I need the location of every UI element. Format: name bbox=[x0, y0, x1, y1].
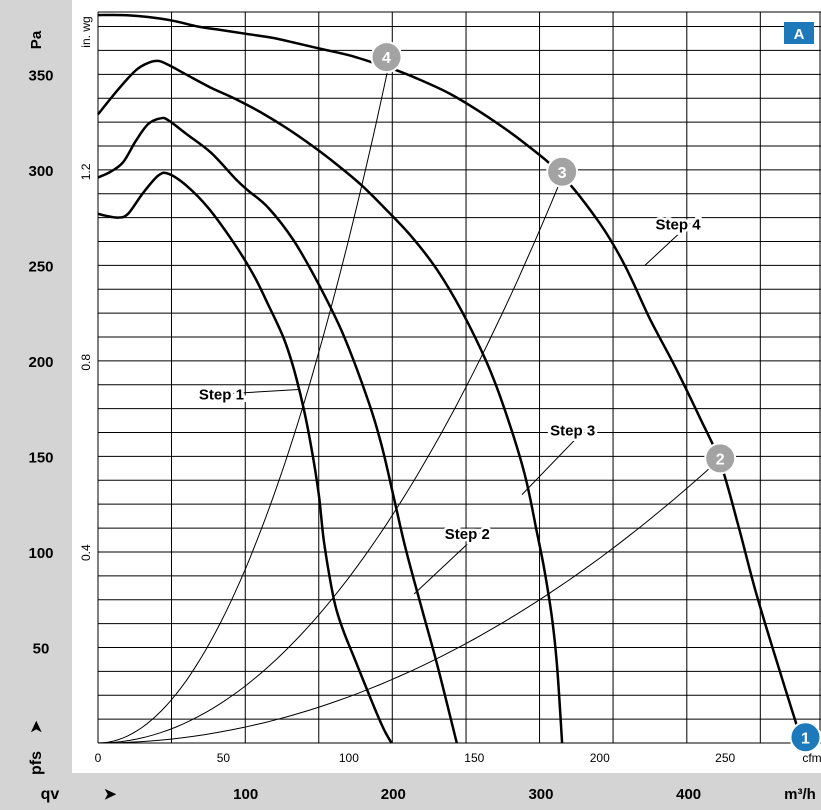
y-tick-label-pa: 100 bbox=[28, 545, 53, 562]
y-tick-label-inwg: 1.2 bbox=[79, 163, 93, 180]
y-axis-symbol: pfs bbox=[28, 751, 45, 775]
fan-curve-step-2 bbox=[97, 116, 459, 744]
left-axis-band bbox=[0, 0, 72, 810]
step-label: Step 1 bbox=[199, 386, 244, 403]
y-unit-pa: Pa bbox=[28, 30, 45, 49]
x-tick-label-cfm: 0 bbox=[95, 751, 102, 765]
operating-point-label: 4 bbox=[382, 50, 391, 67]
fan-curve-step-1 bbox=[97, 171, 393, 744]
panel-label: A bbox=[794, 26, 805, 43]
x-tick-label-cfm: 250 bbox=[715, 751, 735, 765]
step-leader-line bbox=[644, 222, 691, 266]
x-unit-cfm: cfm bbox=[802, 751, 821, 765]
step-leader-line bbox=[521, 429, 586, 495]
system-curve bbox=[97, 170, 566, 744]
x-tick-label-m3h: 100 bbox=[233, 786, 258, 803]
x-axis-symbol: qv bbox=[41, 786, 60, 803]
y-tick-label-pa: 300 bbox=[28, 163, 53, 180]
step-callouts: Step 1 Step 2 Step 3 Step 4 bbox=[196, 214, 704, 595]
step-label: Step 2 bbox=[445, 526, 490, 543]
operating-point-label: 1 bbox=[801, 730, 810, 747]
system-curves bbox=[97, 52, 726, 744]
x-axis-arrow: ➤ bbox=[104, 786, 117, 803]
y-tick-label-pa: 350 bbox=[28, 67, 53, 84]
y-unit-inwg: in. wg bbox=[79, 16, 93, 47]
y-tick-label-pa: 250 bbox=[28, 258, 53, 275]
x-tick-label-cfm: 150 bbox=[464, 751, 484, 765]
x-tick-label-m3h: 300 bbox=[528, 786, 553, 803]
x-tick-label-m3h: 400 bbox=[676, 786, 701, 803]
system-curve bbox=[97, 52, 392, 744]
step-leader-line bbox=[233, 389, 299, 394]
plot-area bbox=[72, 0, 821, 773]
fan-curve-step-3 bbox=[97, 59, 564, 744]
x-tick-label-cfm: 200 bbox=[590, 751, 610, 765]
bottom-axis-band bbox=[0, 773, 821, 810]
x-tick-label-cfm: 100 bbox=[339, 751, 359, 765]
step-label: Step 4 bbox=[656, 216, 702, 233]
operating-point-2 bbox=[704, 442, 737, 475]
y-tick-label-pa: 150 bbox=[28, 449, 53, 466]
operating-point-label: 3 bbox=[558, 165, 567, 182]
x-tick-label-m3h: 200 bbox=[381, 786, 406, 803]
system-curve bbox=[97, 453, 726, 744]
panel-badge bbox=[784, 22, 814, 44]
x-tick-label-cfm: 50 bbox=[217, 751, 231, 765]
operating-point-4 bbox=[370, 41, 403, 74]
x-unit-m3h: m³/h bbox=[784, 786, 816, 803]
operating-point-3 bbox=[546, 155, 579, 188]
operating-points: 1 2 3 4 bbox=[370, 41, 821, 754]
operating-point-label: 2 bbox=[716, 451, 725, 468]
y-tick-label-pa: 50 bbox=[33, 640, 50, 657]
axis-ticks: 50 100 150 200 250 300 350 0.4 0.8 1.2 0 50 100 150 20… bbox=[28, 67, 735, 803]
grid bbox=[97, 11, 821, 744]
y-tick-label-inwg: 0.8 bbox=[79, 354, 93, 371]
operating-point-1 bbox=[789, 721, 821, 754]
step-label: Step 3 bbox=[550, 423, 595, 440]
step-leader-line bbox=[413, 532, 480, 595]
y-axis-arrow: ➤ bbox=[28, 720, 45, 733]
y-tick-label-inwg: 0.4 bbox=[79, 544, 93, 561]
y-tick-label-pa: 200 bbox=[28, 354, 53, 371]
